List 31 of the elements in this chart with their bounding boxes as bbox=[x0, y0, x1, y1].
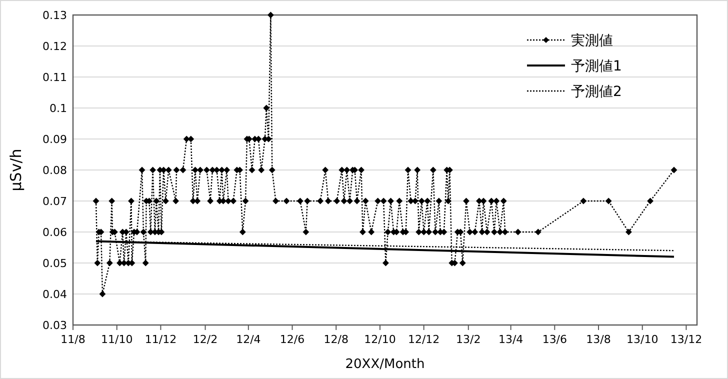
y-axis-title: μSv/h bbox=[7, 148, 25, 192]
y-tick-label: 0.03 bbox=[42, 319, 67, 332]
x-tick-label: 13/4 bbox=[498, 333, 524, 346]
y-tick-label: 0.12 bbox=[42, 40, 67, 53]
x-axis-title: 20XX/Month bbox=[345, 357, 425, 372]
x-tick-label: 13/2 bbox=[456, 333, 481, 346]
x-tick-label: 12/4 bbox=[236, 333, 261, 346]
y-tick-label: 0.08 bbox=[42, 164, 67, 177]
x-tick-label: 13/6 bbox=[542, 333, 568, 346]
x-tick-label: 11/8 bbox=[60, 333, 86, 346]
x-tick-label: 12/10 bbox=[364, 333, 396, 346]
legend-label: 予測値1 bbox=[571, 58, 622, 74]
y-tick-label: 0.13 bbox=[42, 9, 67, 22]
y-tick-label: 0.1 bbox=[50, 102, 67, 115]
y-tick-label: 0.06 bbox=[42, 226, 67, 239]
x-tick-label: 12/12 bbox=[408, 333, 440, 346]
y-tick-label: 0.09 bbox=[42, 133, 67, 146]
x-tick-label: 13/8 bbox=[586, 333, 611, 346]
y-tick-label: 0.04 bbox=[42, 288, 67, 301]
x-tick-label: 11/10 bbox=[101, 333, 133, 346]
legend-label: 実測値 bbox=[571, 33, 613, 49]
y-tick-label: 0.07 bbox=[42, 195, 67, 208]
x-tick-label: 12/2 bbox=[192, 333, 218, 346]
x-tick-label: 12/6 bbox=[280, 333, 305, 346]
x-tick-label: 12/8 bbox=[324, 333, 348, 346]
y-tick-label: 0.05 bbox=[42, 257, 67, 270]
x-tick-label: 13/12 bbox=[670, 333, 702, 346]
legend-label: 予測値2 bbox=[571, 84, 622, 100]
x-tick-label: 11/12 bbox=[144, 333, 177, 346]
x-tick-label: 13/10 bbox=[626, 333, 658, 346]
y-tick-label: 0.11 bbox=[42, 71, 67, 84]
